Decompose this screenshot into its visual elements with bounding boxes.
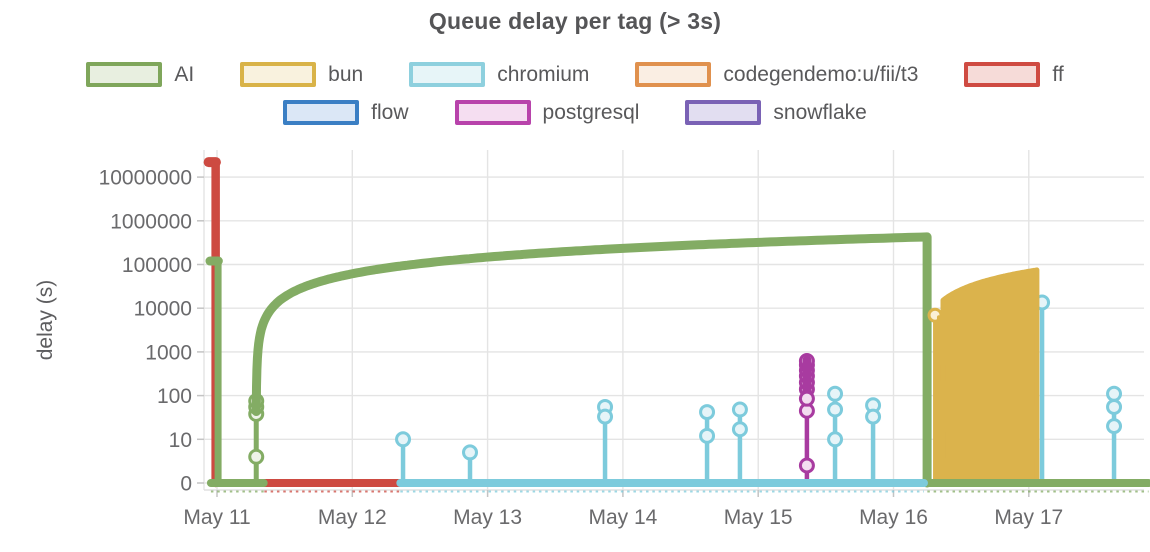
legend-label: AI — [174, 62, 195, 86]
series-chromium-marker — [699, 427, 716, 444]
series-chromium-marker — [699, 404, 716, 421]
series-postgresql-marker — [798, 390, 815, 407]
legend-swatch — [454, 100, 531, 125]
series-chromium-marker — [395, 431, 412, 448]
series-chromium-marker — [462, 444, 479, 461]
legend-label: ff — [1052, 62, 1064, 86]
series-chromium-marker — [1106, 418, 1123, 435]
x-tick-label: May 11 — [183, 506, 250, 529]
x-tick-label: May 17 — [994, 506, 1063, 529]
x-tick-label: May 16 — [859, 506, 928, 529]
legend-label: flow — [371, 100, 409, 124]
legend-swatch — [86, 62, 163, 87]
y-tick-label: 1000000 — [110, 210, 192, 233]
legend-item-chromium: chromium — [409, 62, 589, 87]
y-tick-label: 10 — [169, 429, 192, 452]
legend-swatch — [964, 62, 1041, 87]
legend-row-2: flow postgresql snowflake — [283, 100, 867, 125]
legend-item-snowflake: snowflake — [685, 100, 867, 125]
legend-item-flow: flow — [283, 100, 409, 125]
series-chromium-marker — [731, 401, 748, 418]
series-chromium-marker — [827, 431, 844, 448]
legend-item-bun: bun — [240, 62, 363, 87]
x-tick-label: May 15 — [724, 506, 793, 529]
y-tick-label: 10000 — [134, 298, 192, 321]
legend-item-postgresql: postgresql — [454, 100, 640, 125]
legend-swatch — [409, 62, 486, 87]
y-tick-label: 0 — [180, 473, 192, 496]
legend-label: chromium — [497, 62, 590, 86]
legend: AI bun chromium codegendemo:u/fii/t3 ff flow p… — [0, 62, 1150, 125]
series-AI-curve — [251, 232, 932, 488]
legend-swatch — [685, 100, 762, 125]
legend-item-codegendemo-u-fii-t3: codegendemo:u/fii/t3 — [635, 62, 918, 87]
x-tick-label: May 13 — [453, 506, 522, 529]
legend-label: postgresql — [542, 100, 640, 124]
legend-label: snowflake — [773, 100, 867, 124]
y-tick-label: 1000 — [145, 341, 192, 364]
series-postgresql-marker — [798, 457, 815, 474]
series-chromium-marker — [597, 408, 614, 425]
legend-swatch — [283, 100, 360, 125]
y-tick-label: 100 — [157, 385, 192, 408]
legend-swatch — [635, 62, 712, 87]
series-chromium-marker — [865, 408, 882, 425]
series-bun-area-fill — [943, 269, 1037, 481]
series-chromium-marker — [1106, 385, 1123, 402]
series-chromium-marker — [1106, 398, 1123, 415]
legend-label: codegendemo:u/fii/t3 — [723, 62, 919, 86]
series-AI-marker — [248, 448, 265, 465]
legend-item-ff: ff — [964, 62, 1064, 87]
legend-label: bun — [328, 62, 364, 86]
series-bun-area-edge — [940, 267, 1040, 484]
x-tick-label: May 14 — [588, 506, 657, 529]
y-tick-label: 10000000 — [99, 167, 192, 190]
series-chromium-marker — [827, 401, 844, 418]
chart-title: Queue delay per tag (> 3s) — [428, 8, 722, 34]
x-tick-label: May 12 — [318, 506, 387, 529]
legend-row-1: AI bun chromium codegendemo:u/fii/t3 ff — [86, 62, 1064, 87]
series-chromium-marker — [731, 421, 748, 438]
legend-swatch — [240, 62, 317, 87]
series-chromium-marker — [827, 385, 844, 402]
legend-item-ai: AI — [86, 62, 194, 87]
y-tick-label: 100000 — [122, 254, 192, 277]
